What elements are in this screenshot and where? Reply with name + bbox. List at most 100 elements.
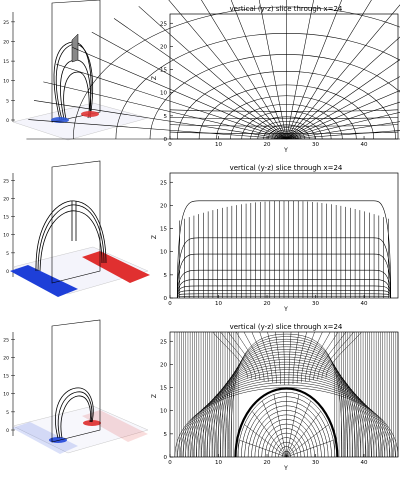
field-lines	[176, 200, 392, 299]
field-line	[230, 0, 287, 140]
field-line	[176, 269, 392, 299]
field-line	[212, 331, 248, 378]
field-line	[317, 331, 347, 380]
field-line	[282, 331, 285, 385]
field-line	[72, 47, 287, 140]
iso-z-tick-label: 20	[3, 196, 9, 202]
field-line	[300, 331, 315, 383]
field-line	[296, 331, 307, 384]
field-line	[176, 253, 392, 299]
iso-z-tick-label: 10	[3, 392, 9, 398]
field-line	[251, 331, 269, 382]
field-line	[273, 394, 287, 458]
iso-z-tick-label: 5	[6, 251, 9, 257]
field-line	[261, 400, 287, 458]
field-line	[275, 331, 281, 385]
field-line	[274, 131, 299, 140]
x-axis-label: Y	[283, 306, 288, 313]
field-line	[220, 331, 252, 379]
field-line	[251, 411, 287, 458]
field-line	[138, 6, 287, 140]
field-line	[176, 237, 392, 299]
field-line	[276, 132, 297, 140]
field-line	[168, 0, 287, 140]
field-lines-3d	[55, 387, 94, 439]
iso-z-tick-label: 25	[3, 20, 9, 26]
y-tick-label: 20	[160, 203, 167, 209]
row-2: 0 5 10 15 20 25 vertical (y-z) slice t	[0, 159, 400, 318]
iso-z-ticks: 0 5 10 15 20 25	[3, 337, 15, 434]
y-tick-label: 5	[164, 114, 168, 120]
field-line	[292, 331, 300, 384]
field-line	[325, 331, 362, 378]
field-line	[286, 0, 314, 140]
y-tick-label: 15	[160, 386, 167, 392]
field-line	[169, 131, 399, 134]
iso-z-tick-label: 15	[3, 374, 9, 380]
iso-z-tick-label: 0	[6, 269, 9, 275]
x-axis-label: Y	[283, 465, 288, 472]
field-line	[206, 356, 367, 458]
field-line	[177, 71, 396, 140]
field-line	[271, 129, 302, 140]
x-tick-label: 30	[312, 142, 319, 148]
y-axis-label: Z	[151, 76, 158, 80]
field-line	[227, 336, 345, 458]
field-line	[286, 424, 329, 458]
field-line	[203, 359, 369, 458]
x-tick-label: 20	[264, 460, 271, 466]
field-lines	[26, 0, 400, 140]
iso-floor	[12, 102, 149, 141]
x-tick-label: 20	[264, 142, 271, 148]
footpoint-blue-band	[10, 265, 78, 297]
y-tick-label: 0	[164, 137, 168, 143]
field-line	[286, 121, 400, 140]
field-line	[217, 346, 356, 458]
field-line	[244, 424, 287, 458]
field-line	[259, 331, 273, 383]
x-tick-label: 0	[168, 142, 172, 148]
field-line	[43, 81, 287, 140]
field-line	[113, 18, 287, 140]
footpoint-red-haze	[82, 410, 148, 442]
field-line	[216, 95, 357, 140]
field-line	[286, 130, 400, 140]
iso-z-ticks: 0 5 10 15 20 25	[3, 178, 15, 275]
iso-slice-plane	[51, 319, 101, 443]
field-line	[33, 100, 287, 140]
x-tick-label: 40	[361, 142, 368, 148]
iso-slice-plane	[51, 160, 101, 284]
field-line	[278, 134, 295, 140]
field-line	[239, 440, 287, 458]
field-line	[198, 84, 375, 140]
y-tick-label: 20	[160, 362, 167, 368]
slice-plot-3: vertical (y-z) slice through x=24 0 10 20 3…	[151, 323, 399, 472]
y-tick-label: 20	[160, 44, 167, 50]
iso-plot-2: 0 5 10 15 20 25	[3, 160, 150, 297]
field-line	[176, 279, 392, 299]
iso-z-tick-label: 15	[3, 215, 9, 221]
field-line	[176, 200, 392, 299]
field-line	[169, 124, 399, 127]
iso-z-tick-label: 25	[3, 178, 9, 184]
field-line	[286, 0, 372, 140]
field-line	[321, 331, 354, 379]
field-line	[198, 364, 375, 458]
y-tick-label: 10	[160, 91, 167, 97]
field-line	[286, 0, 342, 140]
field-line	[176, 290, 392, 299]
field-line	[222, 341, 351, 458]
x-tick-label: 10	[215, 460, 222, 466]
field-line	[235, 331, 261, 381]
field-line	[243, 331, 265, 381]
field-line	[228, 331, 257, 380]
y-tick-label: 25	[160, 339, 167, 345]
field-line	[250, 116, 323, 140]
iso-slice-plane	[51, 0, 101, 123]
slice-title: vertical (y-z) slice through x=24	[230, 164, 343, 172]
field-line	[211, 351, 361, 458]
field-line	[176, 285, 392, 299]
field-line	[286, 411, 321, 458]
